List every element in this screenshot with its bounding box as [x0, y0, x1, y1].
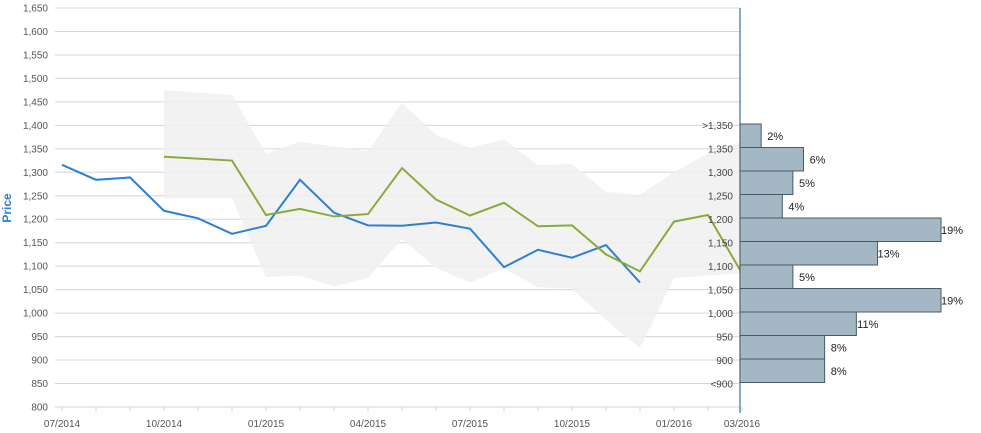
histogram-bar	[739, 264, 794, 289]
y-tick-label: 1,600	[23, 27, 48, 38]
histogram-percent-label: 4%	[788, 201, 804, 213]
x-tick-label: 07/2014	[44, 419, 81, 430]
x-tick-labels: 07/2014 10/2014 01/2015 04/2015 07/2015 10/20…	[44, 419, 761, 430]
histogram-percent-label: 19%	[941, 295, 963, 307]
histogram-bin-label: 1,200	[708, 215, 733, 226]
y-tick-label: 1,200	[23, 215, 48, 226]
histogram-bar	[739, 288, 942, 313]
x-tick-label: 10/2014	[146, 419, 183, 430]
histogram-bar	[739, 311, 857, 336]
histogram-bin-label: 1,000	[708, 309, 733, 320]
histogram-bin-label: 1,100	[708, 262, 733, 273]
y-tick-label: 800	[31, 403, 48, 414]
histogram-bar	[739, 147, 804, 172]
y-tick-label: 1,550	[23, 50, 48, 61]
y-axis-label: Price	[0, 193, 14, 223]
histogram-bin-label: 950	[716, 333, 733, 344]
histogram-percent-label: 2%	[767, 131, 783, 143]
confidence-band	[164, 90, 742, 349]
y-tick-label: 850	[31, 379, 48, 390]
x-tick-label: 04/2015	[350, 419, 387, 430]
y-tick-label: 900	[31, 356, 48, 367]
histogram-bar	[739, 241, 879, 266]
histogram-percent-label: 5%	[799, 178, 815, 190]
y-tick-label: 1,300	[23, 168, 48, 179]
histogram-bin-label: 1,350	[708, 145, 733, 156]
histogram-bar	[739, 194, 783, 219]
histogram-bin-label: 1,250	[708, 192, 733, 203]
histogram-bar	[739, 335, 826, 360]
y-tick-label: 1,500	[23, 74, 48, 85]
histogram-bar	[739, 123, 762, 148]
y-tick-label: 1,000	[23, 309, 48, 320]
histogram-bin-label: 1,300	[708, 168, 733, 179]
histogram-percent-label: 11%	[857, 319, 878, 331]
y-tick-label: 1,100	[23, 262, 48, 273]
histogram-bar	[739, 358, 826, 383]
histogram-bar	[739, 217, 942, 242]
histogram-bin-label: 1,050	[708, 286, 733, 297]
histogram-bin-label: <900	[710, 380, 733, 391]
x-tick-label: 07/2015	[452, 419, 489, 430]
histogram-percent-label: 8%	[831, 342, 847, 354]
y-tick-label: 1,150	[23, 238, 48, 249]
histogram-bin-label: >1,350	[702, 121, 733, 132]
y-tick-label: 1,050	[23, 285, 48, 296]
histogram-percent-label: 5%	[799, 272, 815, 284]
histogram: >1,350 2% 1,350 6% 1,300 5% 1,250 4% 1,200 19% 1,1…	[702, 121, 963, 391]
x-tick-label: 01/2016	[656, 419, 693, 430]
histogram-percent-label: 8%	[831, 366, 847, 378]
histogram-percent-label: 13%	[877, 248, 899, 260]
x-tick-label: 10/2015	[554, 419, 591, 430]
histogram-percent-label: 6%	[810, 154, 826, 166]
x-tick-label: 01/2015	[248, 419, 285, 430]
y-tick-label: 1,450	[23, 97, 48, 108]
y-tick-label: 1,250	[23, 191, 48, 202]
x-tick-label: 03/2016	[724, 419, 761, 430]
y-tick-label: 950	[31, 332, 48, 343]
histogram-bin-label: 1,150	[708, 239, 733, 250]
series-line-blue	[61, 163, 641, 284]
histogram-bar	[739, 170, 794, 195]
histogram-bin-label: 900	[716, 356, 733, 367]
y-tick-label: 1,650	[23, 4, 48, 15]
y-tick-labels: 800 850 900 950 1,000 1,050 1,100 1,150 1,200 1,2…	[23, 4, 48, 414]
series-line-green	[163, 155, 743, 274]
y-tick-label: 1,350	[23, 144, 48, 155]
y-tick-label: 1,400	[23, 121, 48, 132]
histogram-percent-label: 19%	[941, 225, 963, 237]
